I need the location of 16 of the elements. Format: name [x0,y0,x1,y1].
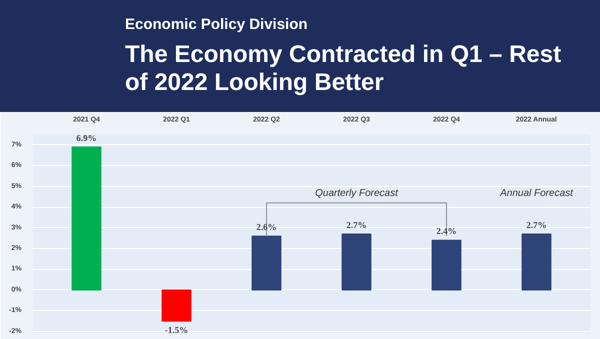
bar [342,234,372,290]
data-label: 2.4% [436,226,457,236]
annotation: Quarterly Forecast [315,188,400,199]
data-label: 2.7% [526,220,547,230]
bar [522,234,552,290]
data-label: 2.7% [346,220,367,230]
annotation: Annual Forecast [499,188,574,199]
chart-title: The Economy Contracted in Q1 – Rest of 2022 Looking Better [125,41,562,98]
data-label: 2.6% [256,222,277,232]
bar [252,236,282,290]
bar [162,289,192,322]
data-label: -1.5% [164,325,188,336]
chart-subtitle: Economic Policy Division [125,15,309,35]
bar [72,146,102,290]
bar [432,240,462,290]
data-label: 6.9% [76,132,97,143]
